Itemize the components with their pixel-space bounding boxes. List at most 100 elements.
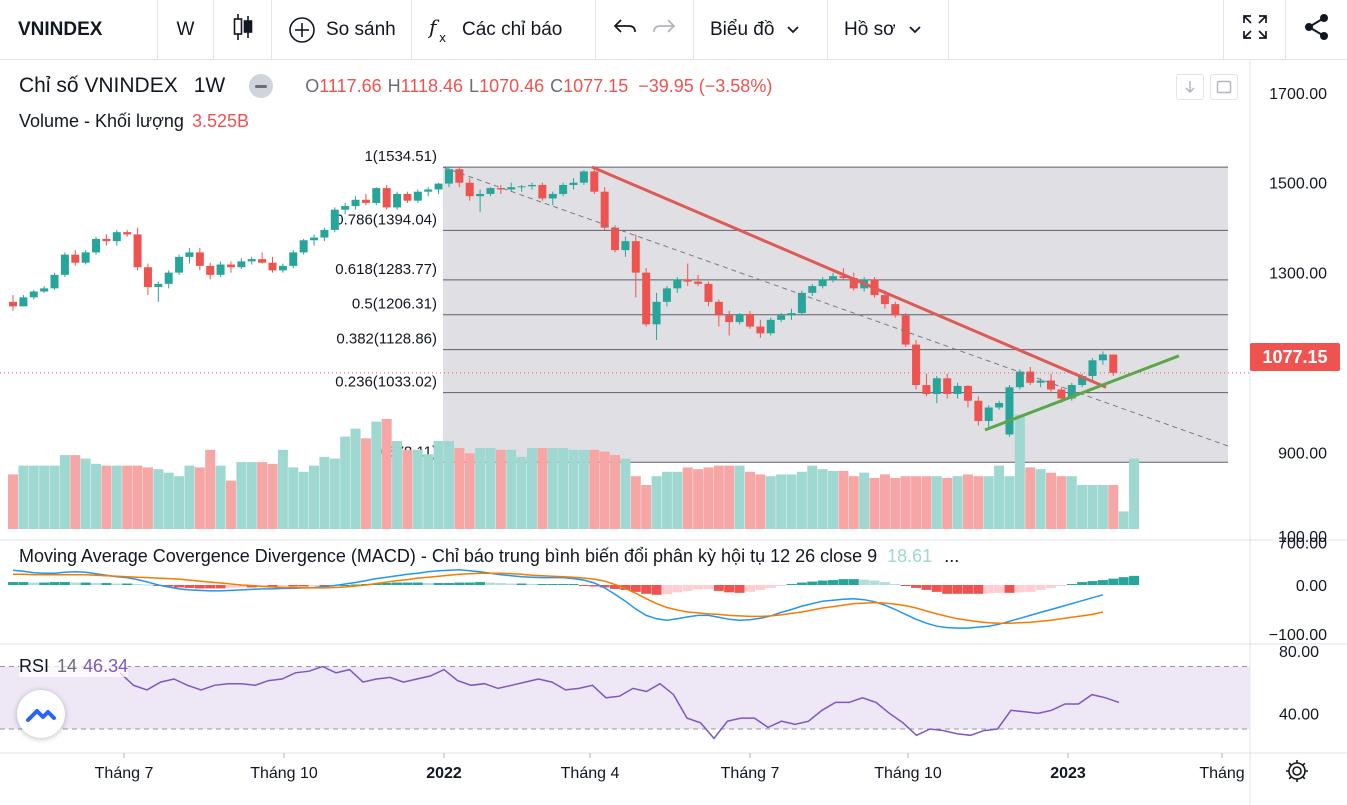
candle-body <box>175 256 184 273</box>
volume-bar <box>620 458 631 529</box>
chart-style-button[interactable] <box>214 0 272 59</box>
volume-bar <box>142 467 153 529</box>
macd-histogram-bar <box>516 583 527 585</box>
volume-bar <box>1066 476 1077 529</box>
macd-histogram-bar <box>547 584 558 586</box>
macd-histogram-bar <box>921 585 932 590</box>
candle-body <box>195 252 204 266</box>
volume-bar <box>1129 458 1140 529</box>
volume-bar <box>277 449 288 529</box>
macd-histogram-bar <box>485 582 496 585</box>
candle-body <box>455 169 464 183</box>
volume-bar <box>786 474 797 529</box>
volume-bar <box>215 465 226 529</box>
macd-histogram-bar <box>340 585 351 586</box>
chart-menu-button[interactable]: Biểu đồ <box>694 0 828 59</box>
volume-bar <box>672 471 683 529</box>
candle-body <box>912 344 921 386</box>
candle-body <box>1026 371 1035 383</box>
macd-histogram-bar <box>1035 585 1046 590</box>
candle-body <box>901 315 910 345</box>
price-axis-label: 900.00 <box>1278 445 1327 462</box>
candle-body <box>330 209 339 230</box>
svg-text:x: x <box>439 31 446 45</box>
candle-body <box>652 301 661 325</box>
volume-bar <box>371 421 382 529</box>
close-key: C <box>550 75 564 96</box>
maximize-pane-icon[interactable] <box>1210 74 1238 100</box>
candle-body <box>662 288 671 302</box>
macd-histogram-bar <box>1118 577 1129 585</box>
volume-bar <box>776 474 787 529</box>
macd-histogram-bar <box>931 585 942 592</box>
compare-label: So sánh <box>326 18 396 40</box>
candle-body <box>403 193 412 201</box>
undo-icon[interactable] <box>612 17 638 43</box>
candle-body <box>1047 380 1055 390</box>
candle-body <box>341 206 350 210</box>
gear-icon[interactable] <box>1283 757 1311 785</box>
macd-histogram-bar <box>1046 585 1056 588</box>
compare-button[interactable]: So sánh <box>272 0 412 59</box>
macd-histogram-bar <box>651 585 662 595</box>
volume-bar <box>225 480 236 529</box>
price-axis-label: 1500.00 <box>1269 176 1327 193</box>
low-key: L <box>469 75 480 96</box>
volume-bar <box>91 463 102 529</box>
macd-more[interactable]: ... <box>944 546 960 566</box>
symbol-search-button[interactable]: VNINDEX <box>0 0 158 59</box>
volume-bar <box>713 465 724 529</box>
toolbar-spacer <box>949 0 1224 59</box>
redo-icon[interactable] <box>651 17 677 43</box>
chart-canvas[interactable]: 1(1534.51) 0.786(1394.04) 0.618(1283.77) 0.… <box>0 61 1347 805</box>
candle-body <box>673 279 682 289</box>
candle-body <box>486 188 495 194</box>
volume-bar <box>205 449 216 529</box>
volume-bar <box>18 465 29 529</box>
time-axis-label: Tháng 10 <box>874 765 942 782</box>
candle-body <box>714 301 723 316</box>
volume-bar <box>765 476 776 529</box>
share-button[interactable] <box>1286 0 1347 59</box>
macd-histogram-bar <box>828 580 839 585</box>
volume-bar <box>900 476 911 529</box>
macd-histogram-bar <box>39 582 50 585</box>
volume-label: Volume - Khối lượng <box>19 111 184 131</box>
macd-histogram-bar <box>443 583 454 585</box>
macd-histogram-bar <box>630 585 641 592</box>
tradingview-logo-icon[interactable] <box>17 690 65 738</box>
volume-bar <box>817 469 828 529</box>
candle-body <box>50 274 59 289</box>
macd-histogram-bar <box>599 585 610 588</box>
candle-body <box>465 182 474 197</box>
volume-bar <box>641 485 652 529</box>
volume-bar <box>994 465 1005 529</box>
arrow-down-icon[interactable] <box>1176 74 1204 100</box>
volume-bar <box>298 471 309 529</box>
candle-body <box>829 276 838 280</box>
volume-bar <box>101 465 112 529</box>
profile-menu-button[interactable]: Hồ sơ <box>828 0 949 59</box>
candle-body <box>735 313 744 323</box>
volume-bar <box>952 476 963 529</box>
volume-bar <box>516 456 527 529</box>
candle-body <box>1098 354 1107 361</box>
macd-histogram-bar <box>589 585 600 587</box>
fullscreen-button[interactable] <box>1224 0 1286 59</box>
volume-bar <box>381 419 392 529</box>
candle-body <box>361 199 370 203</box>
macd-histogram-bar <box>1004 585 1015 593</box>
candle-body <box>631 241 640 273</box>
interval-button[interactable]: W <box>158 0 214 59</box>
macd-histogram-bar <box>506 583 517 585</box>
time-axis-label: Tháng 4 <box>561 765 620 782</box>
candle-body <box>974 400 983 421</box>
candle-body <box>932 378 941 395</box>
rsi-band <box>0 666 1250 729</box>
legend-collapse-button[interactable] <box>249 74 274 98</box>
candle-body <box>590 171 599 192</box>
volume-bar <box>599 451 610 529</box>
candle-body <box>683 279 692 282</box>
macd-histogram-bar <box>952 585 963 594</box>
